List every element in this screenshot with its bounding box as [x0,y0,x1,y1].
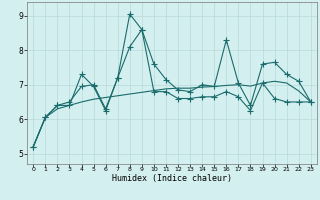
X-axis label: Humidex (Indice chaleur): Humidex (Indice chaleur) [112,174,232,183]
